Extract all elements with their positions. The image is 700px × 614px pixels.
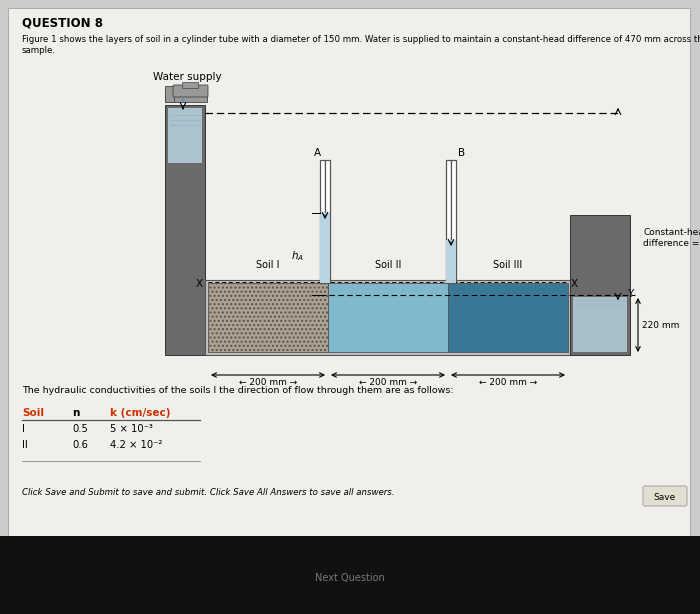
Text: Water supply: Water supply — [153, 72, 221, 82]
Bar — [570, 215, 630, 355]
Bar — [573, 297, 627, 352]
Bar — [182, 82, 198, 88]
Bar — [205, 280, 570, 355]
Text: Soil I: Soil I — [256, 260, 280, 270]
Bar — [446, 160, 451, 283]
Bar — [446, 240, 456, 283]
Text: QUESTION 8: QUESTION 8 — [22, 16, 103, 29]
Text: 4.2 × 10⁻²: 4.2 × 10⁻² — [110, 440, 162, 450]
Text: Save: Save — [654, 492, 676, 502]
Text: ← 200 mm →: ← 200 mm → — [239, 378, 297, 387]
Text: Soil III: Soil III — [494, 260, 523, 270]
Text: ← 200 mm →: ← 200 mm → — [479, 378, 537, 387]
Text: Soil: Soil — [22, 408, 44, 418]
Text: Next Question: Next Question — [315, 573, 385, 583]
Text: ← 200 mm →: ← 200 mm → — [359, 378, 417, 387]
Text: X: X — [571, 279, 578, 289]
Bar — [328, 283, 448, 352]
Bar — [451, 160, 456, 283]
Text: The hydraulic conductivities of the soils l the direction of flow through them a: The hydraulic conductivities of the soil… — [22, 386, 454, 395]
Text: II: II — [22, 440, 28, 450]
Bar — [0, 536, 700, 614]
Bar — [168, 108, 202, 163]
Text: A: A — [314, 148, 321, 158]
Text: Figure 1 shows the layers of soil in a cylinder tube with a diameter of 150 mm. : Figure 1 shows the layers of soil in a c… — [22, 35, 700, 44]
Text: Soil II: Soil II — [374, 260, 401, 270]
Text: Click Save and Submit to save and submit. Click Save All Answers to save all ans: Click Save and Submit to save and submit… — [22, 488, 395, 497]
Text: Y: Y — [627, 289, 634, 299]
Bar — [165, 86, 174, 102]
Text: n: n — [72, 408, 79, 418]
Bar — [165, 105, 205, 355]
Text: I: I — [22, 424, 25, 434]
Text: 5 × 10⁻³: 5 × 10⁻³ — [110, 424, 153, 434]
Text: 220 mm: 220 mm — [642, 321, 680, 330]
Text: B: B — [458, 148, 465, 158]
FancyBboxPatch shape — [643, 486, 687, 506]
Text: Constant-head
difference = 470 mm: Constant-head difference = 470 mm — [643, 228, 700, 247]
FancyBboxPatch shape — [173, 85, 208, 97]
Text: k (cm/sec): k (cm/sec) — [110, 408, 171, 418]
Bar — [208, 283, 328, 352]
Bar — [320, 213, 330, 283]
Bar — [325, 160, 330, 283]
Text: X: X — [196, 279, 203, 289]
Bar — [320, 160, 325, 283]
Text: 0.6: 0.6 — [72, 440, 88, 450]
Text: $h_A$: $h_A$ — [291, 249, 304, 263]
Text: sample.: sample. — [22, 46, 56, 55]
Bar — [8, 8, 690, 536]
Bar — [448, 283, 568, 352]
Bar — [165, 93, 207, 102]
Text: 0.5: 0.5 — [72, 424, 88, 434]
